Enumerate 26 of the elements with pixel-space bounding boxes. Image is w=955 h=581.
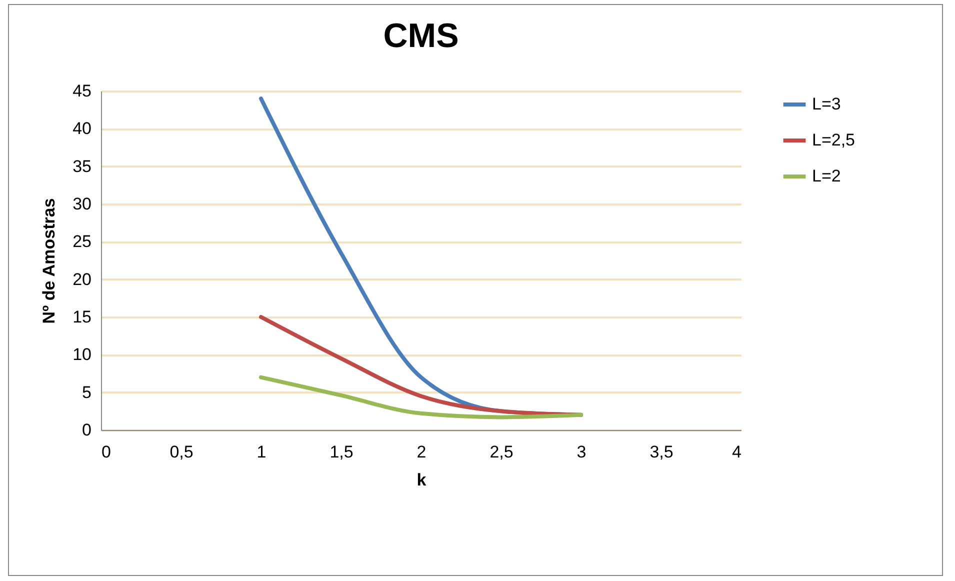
x-tick-label: 3 bbox=[576, 442, 586, 462]
y-tick-label: 30 bbox=[72, 194, 92, 214]
legend-label: L=2 bbox=[812, 166, 841, 186]
y-tick-label: 5 bbox=[82, 382, 92, 402]
x-tick-label: 3,5 bbox=[650, 442, 674, 462]
x-axis-title: k bbox=[416, 470, 427, 490]
x-tick-label: 1,5 bbox=[330, 442, 354, 462]
y-tick-label: 20 bbox=[72, 270, 92, 289]
x-tick-label: 1 bbox=[256, 442, 266, 462]
y-tick-label: 15 bbox=[72, 308, 92, 326]
y-tick-label: 10 bbox=[72, 345, 92, 364]
y-axis-title: Nº de Amostras bbox=[40, 198, 59, 324]
y-tick-label: 40 bbox=[72, 119, 92, 138]
chart-title: CMS bbox=[383, 17, 459, 55]
legend-label: L=3 bbox=[812, 94, 841, 114]
x-tick-label: 4 bbox=[732, 442, 742, 462]
legend-label: L=2,5 bbox=[812, 130, 856, 150]
y-tick-label: 35 bbox=[72, 156, 92, 176]
line-series bbox=[259, 375, 583, 420]
x-tick-label: 2 bbox=[416, 442, 426, 462]
x-tick-label: 0,5 bbox=[170, 442, 194, 462]
x-tick-label: 0 bbox=[102, 442, 111, 462]
x-tick-label: 2,5 bbox=[490, 442, 514, 462]
y-tick-label: 45 bbox=[72, 82, 92, 100]
y-tick-label: 25 bbox=[72, 232, 92, 252]
y-tick-label: 0 bbox=[82, 420, 92, 440]
